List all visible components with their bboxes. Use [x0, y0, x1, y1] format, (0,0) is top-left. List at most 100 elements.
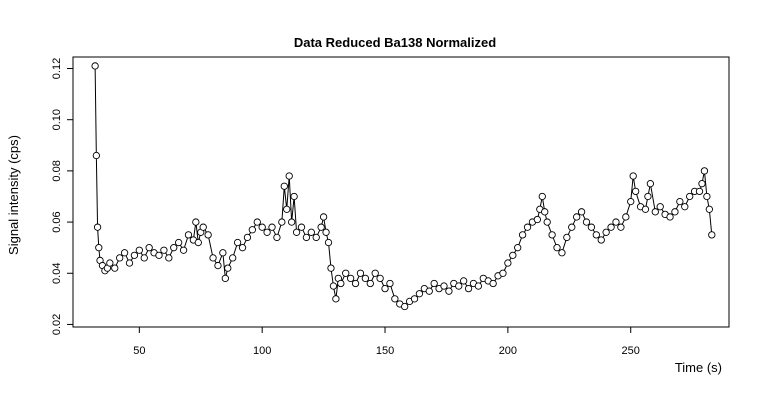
- data-point: [371, 269, 379, 277]
- data-point: [184, 231, 193, 239]
- data-point: [258, 223, 266, 231]
- data-point: [700, 167, 709, 175]
- data-point: [179, 246, 188, 254]
- data-point: [563, 233, 571, 242]
- data-point: [219, 249, 227, 257]
- data-point: [194, 238, 202, 247]
- data-point: [106, 259, 114, 267]
- data-point: [415, 290, 424, 298]
- data-point: [268, 223, 276, 231]
- data-point: [698, 180, 706, 188]
- data-point: [332, 295, 340, 303]
- data-point: [641, 205, 650, 213]
- x-axis-label: Time (s): [675, 360, 722, 375]
- data-point: [631, 187, 640, 196]
- data-point: [543, 218, 551, 226]
- data-point: [703, 192, 711, 201]
- data-point: [229, 254, 237, 262]
- data-point: [209, 254, 217, 262]
- data-point: [514, 244, 522, 252]
- data-point: [629, 172, 637, 180]
- data-point: [253, 218, 261, 226]
- data-point: [504, 259, 512, 267]
- y-axis-label: Signal intensity (cps): [6, 135, 21, 255]
- x-axis: 50 100 150 200 250: [133, 326, 640, 357]
- x-tick-label: 250: [622, 345, 640, 357]
- data-point: [243, 233, 252, 242]
- series-line: [94, 65, 713, 308]
- x-tick-label: 50: [133, 345, 145, 357]
- data-point: [130, 251, 139, 259]
- data-point: [573, 213, 581, 221]
- data-point: [292, 228, 301, 236]
- data-point: [518, 231, 527, 239]
- data-point: [322, 228, 330, 236]
- data-point: [602, 228, 610, 236]
- data-point: [285, 172, 293, 180]
- data-point: [120, 249, 129, 257]
- data-point: [656, 203, 664, 211]
- data-point: [327, 264, 335, 272]
- data-point: [612, 218, 620, 226]
- data-point: [263, 228, 271, 236]
- data-point: [671, 208, 679, 216]
- data-point: [686, 192, 694, 201]
- data-point: [346, 274, 355, 283]
- data-point: [644, 192, 652, 201]
- y-tick-label: 0.06: [51, 211, 63, 232]
- data-point: [386, 279, 394, 288]
- data-point: [165, 254, 173, 262]
- chart-title: Data Reduced Ba138 Normalized: [294, 35, 496, 50]
- data-point: [111, 264, 119, 272]
- data-point: [533, 215, 542, 224]
- data-point: [558, 249, 566, 257]
- data-point: [464, 284, 473, 293]
- data-point: [523, 223, 532, 231]
- data-point: [587, 223, 596, 231]
- data-point: [361, 274, 370, 283]
- data-point: [553, 244, 561, 252]
- data-point: [302, 233, 311, 242]
- data-point: [548, 231, 556, 239]
- data-point: [91, 62, 99, 70]
- data-point: [646, 180, 655, 188]
- x-tick-label: 200: [499, 345, 517, 357]
- data-point: [342, 269, 350, 277]
- data-point: [319, 213, 328, 221]
- y-tick-label: 0.04: [51, 263, 63, 284]
- data-point: [288, 218, 296, 226]
- data-point: [708, 231, 716, 239]
- data-point: [622, 213, 630, 221]
- data-point: [455, 282, 463, 290]
- data-point: [273, 233, 281, 242]
- data-point: [160, 246, 168, 254]
- x-tick-label: 150: [376, 345, 394, 357]
- data-point: [430, 279, 438, 288]
- data-point: [538, 192, 546, 201]
- data-point: [509, 251, 517, 259]
- data-point: [489, 279, 497, 288]
- data-point: [280, 182, 288, 190]
- data-point: [391, 295, 399, 303]
- data-point: [617, 223, 625, 231]
- y-tick-label: 0.08: [51, 160, 63, 181]
- data-point: [214, 261, 222, 270]
- data-point: [290, 192, 298, 201]
- data-point: [317, 223, 325, 231]
- data-point: [297, 223, 306, 231]
- data-point: [248, 226, 257, 234]
- data-point: [233, 238, 242, 247]
- data-point: [221, 274, 229, 283]
- data-point: [329, 282, 338, 290]
- data-point: [577, 208, 586, 216]
- data-point: [410, 295, 419, 303]
- data-point: [695, 187, 704, 196]
- data-point: [627, 197, 635, 206]
- data-point: [199, 223, 207, 231]
- data-point: [597, 236, 605, 244]
- data-point: [582, 218, 591, 226]
- data-point: [651, 208, 659, 216]
- data-point: [474, 282, 483, 290]
- data-point: [337, 279, 345, 288]
